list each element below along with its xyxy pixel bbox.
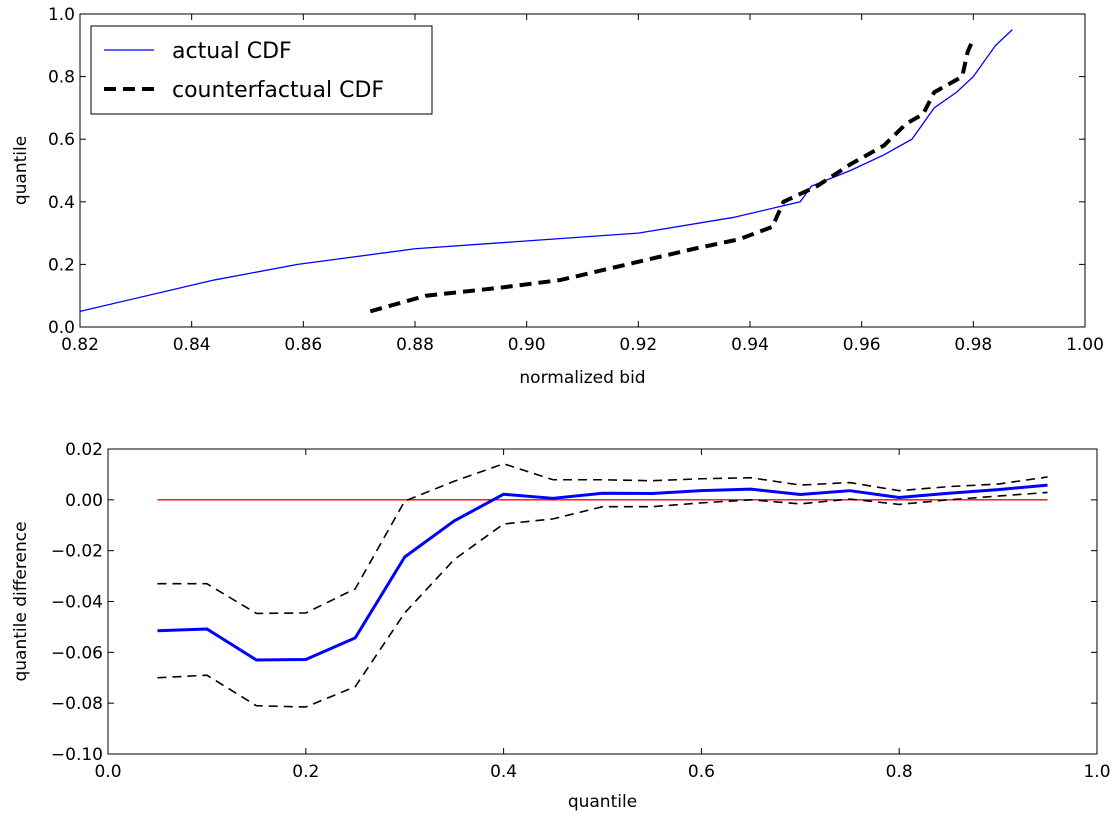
legend-label-counterfactual: counterfactual CDF [172, 78, 384, 103]
legend-label-actual: actual CDF [172, 39, 292, 64]
y-tick-label: 0.00 [65, 491, 103, 511]
upper-bound-line [157, 462, 1048, 615]
x-tick-label: 0.98 [954, 335, 992, 355]
y-tick-label: −0.10 [51, 745, 103, 765]
x-tick-label: 0.6 [688, 762, 715, 782]
x-tick-label: 0.94 [731, 335, 769, 355]
bottom-plot-frame [107, 448, 1098, 755]
top-plot-frame [79, 13, 1086, 328]
cdf-chart: 0.82 0.84 0.86 0.88 0.90 0.92 0.94 0.96 0.98 1.00… [11, 5, 1104, 388]
lower-bound-line [157, 491, 1048, 708]
x-tick-label: 0.90 [508, 335, 546, 355]
legend: actual CDF counterfactual CDF [90, 25, 433, 115]
x-tick-label: 0.92 [619, 335, 657, 355]
quantile-difference-line [157, 483, 1048, 662]
x-tick-label: 0.4 [490, 762, 517, 782]
x-tick-label: 0.82 [61, 335, 99, 355]
y-tick-label: −0.02 [51, 542, 103, 562]
quantile-difference-chart: 0.0 0.2 0.4 0.6 0.8 1.0 0.02 0.00 −0.02 −0.04 −0.0… [11, 440, 1111, 812]
x-tick-label: 0.84 [173, 335, 211, 355]
counterfactual-cdf-line [369, 38, 976, 314]
x-tick-label: 0.86 [284, 335, 322, 355]
x-tick-label: 0.2 [292, 762, 319, 782]
x-axis-label: normalized bid [519, 368, 645, 388]
y-tick-label: −0.04 [51, 593, 103, 613]
y-axis-label: quantile [11, 136, 31, 205]
x-tick-label: 0.8 [886, 762, 913, 782]
y-axis-label: quantile difference [11, 521, 31, 681]
x-tick-label: 0.0 [94, 762, 121, 782]
y-tick-label: 0.2 [48, 255, 75, 275]
x-tick-label: 0.88 [396, 335, 434, 355]
actual-cdf-line [79, 29, 1013, 312]
x-tick-label: 1.00 [1066, 335, 1104, 355]
x-axis-label: quantile [568, 792, 637, 812]
y-tick-label: −0.06 [51, 643, 103, 663]
y-tick-label: 0.0 [48, 318, 75, 338]
y-tick-label: −0.08 [51, 694, 103, 714]
x-tick-label: 0.96 [843, 335, 881, 355]
legend-box [90, 25, 433, 115]
x-tick-label: 1.0 [1083, 762, 1110, 782]
y-tick-label: 0.8 [48, 68, 75, 88]
y-tick-label: 0.4 [48, 193, 75, 213]
y-tick-label: 0.02 [65, 440, 103, 460]
y-tick-label: 1.0 [48, 5, 75, 25]
y-tick-label: 0.6 [48, 130, 75, 150]
